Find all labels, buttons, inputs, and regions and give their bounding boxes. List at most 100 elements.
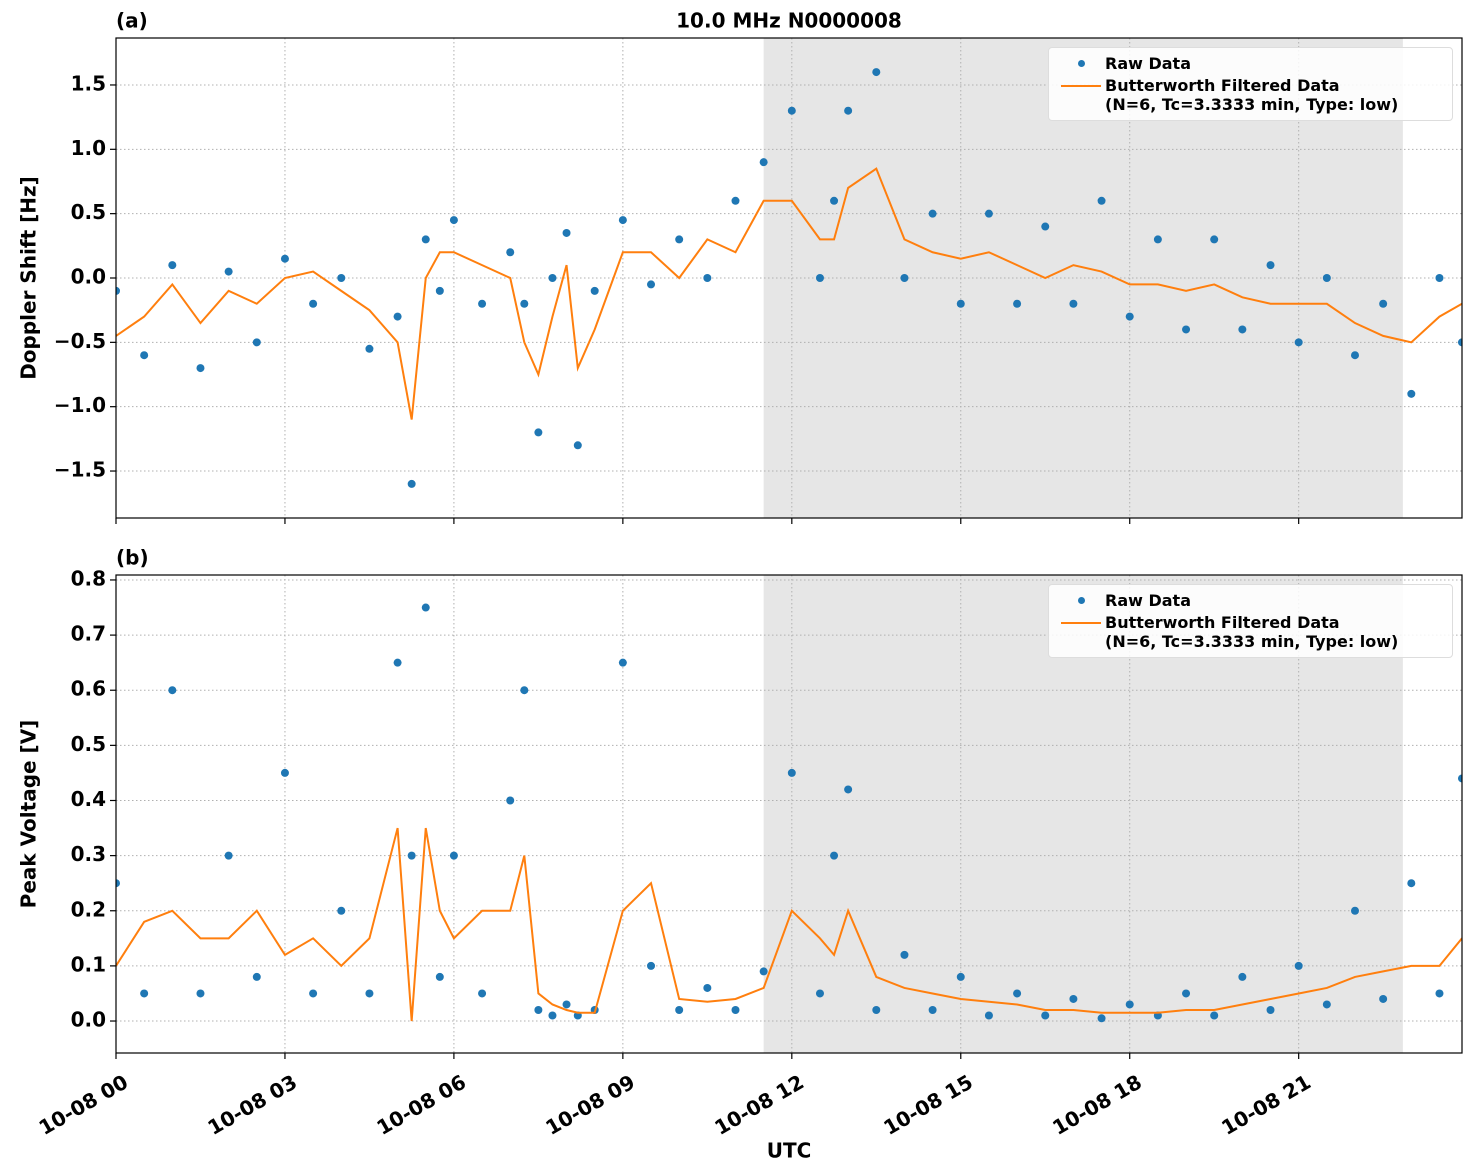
x-tick-label: 10-08 21 <box>1217 1070 1315 1140</box>
raw-point <box>116 286 120 295</box>
raw-point <box>872 1005 881 1014</box>
raw-point <box>407 851 416 860</box>
y-tick-label: 1.0 <box>71 136 106 160</box>
x-tick-label: 10-08 15 <box>879 1070 977 1140</box>
y-tick-label: 0.0 <box>71 1008 106 1032</box>
chart-title: 10.0 MHz N0000008 <box>676 9 902 33</box>
raw-point <box>449 851 458 860</box>
raw-point <box>506 248 515 257</box>
legend-entry: Butterworth Filtered Data (N=6, Tc=3.333… <box>1057 76 1444 114</box>
legend-swatch <box>1061 85 1101 87</box>
raw-point <box>562 1000 571 1009</box>
raw-point <box>1097 1014 1106 1023</box>
legend-entry: Raw Data <box>1057 591 1444 611</box>
legend: Raw Data Butterworth Filtered Data (N=6, … <box>1048 584 1453 658</box>
raw-point <box>956 972 965 981</box>
raw-point <box>365 989 374 998</box>
raw-point <box>252 338 261 347</box>
raw-point <box>759 967 768 976</box>
axes-frame <box>115 37 1463 519</box>
x-tick-label: 10-08 18 <box>1048 1070 1146 1140</box>
raw-point <box>1041 1011 1050 1020</box>
y-tick-label: 0.3 <box>71 842 106 866</box>
raw-point <box>984 209 993 218</box>
raw-point <box>1013 299 1022 308</box>
raw-point <box>1407 879 1416 888</box>
raw-point <box>548 1011 557 1020</box>
y-tick-label: 0.7 <box>71 622 106 646</box>
x-tick-label: 10-08 12 <box>710 1070 808 1140</box>
y-axis-label: Peak Voltage [V] <box>17 720 41 909</box>
raw-point <box>1210 1011 1219 1020</box>
raw-point <box>309 989 318 998</box>
raw-point <box>984 1011 993 1020</box>
raw-point <box>1182 325 1191 334</box>
raw-point <box>1266 1005 1275 1014</box>
filtered-line <box>116 827 1462 1022</box>
y-tick-label: 0.2 <box>71 897 106 921</box>
raw-point <box>393 658 402 667</box>
y-tick-label: 0.8 <box>71 566 106 590</box>
raw-point <box>1458 774 1462 783</box>
raw-point <box>435 286 444 295</box>
raw-point <box>647 961 656 970</box>
raw-point <box>449 216 458 225</box>
plot-area <box>116 603 1462 1023</box>
raw-point <box>1379 299 1388 308</box>
raw-point <box>196 989 205 998</box>
raw-point <box>1182 989 1191 998</box>
y-tick-label: −1.5 <box>54 458 106 482</box>
raw-point <box>1097 196 1106 205</box>
raw-point <box>1069 994 1078 1003</box>
raw-point <box>1458 338 1462 347</box>
panel-label: (b) <box>116 546 149 570</box>
raw-point <box>140 351 149 360</box>
raw-point <box>252 972 261 981</box>
y-axis-label: Doppler Shift [Hz] <box>17 176 41 380</box>
plot-area <box>116 68 1462 488</box>
raw-point <box>224 851 233 860</box>
raw-point <box>787 106 796 115</box>
y-tick-label: 0.5 <box>71 200 106 224</box>
legend-key <box>1057 591 1105 611</box>
raw-point <box>280 768 289 777</box>
raw-point <box>506 796 515 805</box>
raw-point <box>168 261 177 270</box>
raw-point <box>1322 274 1331 282</box>
raw-point <box>928 1005 937 1014</box>
raw-point <box>562 228 571 237</box>
raw-point <box>421 603 430 612</box>
raw-point <box>168 686 177 695</box>
raw-point <box>309 299 318 308</box>
x-tick-label: 10-08 06 <box>372 1070 470 1140</box>
raw-point <box>900 950 909 959</box>
legend-key <box>1057 54 1105 74</box>
raw-point <box>573 441 582 450</box>
raw-point <box>520 686 529 695</box>
raw-point <box>1435 274 1444 282</box>
raw-point <box>618 216 627 225</box>
raw-point <box>337 274 346 282</box>
raw-point <box>421 235 430 244</box>
raw-point <box>1266 261 1275 270</box>
raw-point <box>1041 222 1050 231</box>
x-tick-label: 10-08 09 <box>541 1070 639 1140</box>
raw-point <box>844 785 853 794</box>
raw-point <box>534 428 543 437</box>
x-tick-label: 10-08 03 <box>204 1070 302 1140</box>
raw-point <box>956 299 965 308</box>
raw-point <box>1013 989 1022 998</box>
raw-point <box>1125 312 1134 321</box>
raw-point <box>116 879 120 888</box>
raw-point <box>703 274 712 282</box>
raw-point <box>1350 906 1359 915</box>
raw-point <box>1238 325 1247 334</box>
y-tick-label: −1.0 <box>54 393 106 417</box>
raw-point <box>703 983 712 992</box>
y-tick-label: 0.5 <box>71 732 106 756</box>
y-tick-label: 1.5 <box>71 71 106 95</box>
raw-point <box>900 274 909 282</box>
legend-label: Butterworth Filtered Data (N=6, Tc=3.333… <box>1105 613 1399 651</box>
raw-point <box>520 299 529 308</box>
